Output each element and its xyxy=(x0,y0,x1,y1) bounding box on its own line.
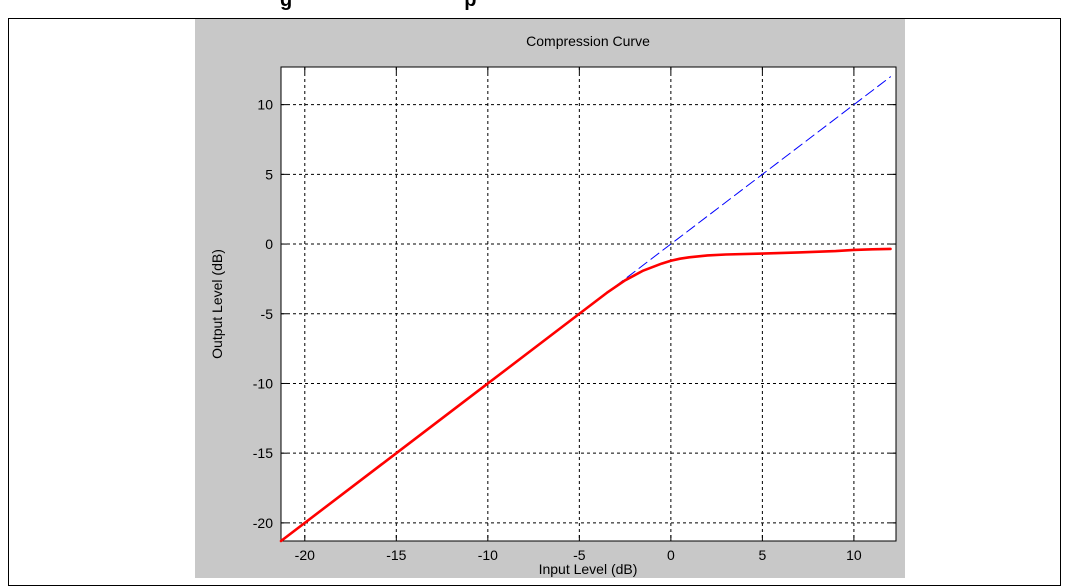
grid-lines xyxy=(281,67,896,541)
x-tick-label: 0 xyxy=(667,547,675,563)
x-axis-label: Input Level (dB) xyxy=(539,561,638,577)
x-tick-label: 5 xyxy=(758,547,766,563)
x-tick-label: -5 xyxy=(573,547,586,563)
y-tick-label: -5 xyxy=(261,306,274,322)
y-tick-label: -20 xyxy=(253,515,273,531)
page-heading-left: g xyxy=(280,0,293,11)
y-tick-label: 5 xyxy=(265,166,273,182)
x-tick-label: 10 xyxy=(846,547,862,563)
compression-curve-line xyxy=(279,247,892,543)
y-tick-label: 10 xyxy=(257,97,273,113)
y-tick-label: 0 xyxy=(265,236,273,252)
x-tick-label: -20 xyxy=(295,547,315,563)
y-tick-label: -10 xyxy=(253,375,273,391)
x-tick-label: -10 xyxy=(478,547,498,563)
chart-title: Compression Curve xyxy=(526,33,650,49)
ticks: -20 -15 -10 -5 0 5 10 -20 -15 -10 -5 0 5 10 xyxy=(253,67,896,563)
y-tick-label: -15 xyxy=(253,445,273,461)
x-tick-label: -15 xyxy=(386,547,406,563)
series xyxy=(279,76,892,543)
page-heading-right: p xyxy=(464,0,477,11)
y-axis-label: Output Level (dB) xyxy=(209,249,225,359)
figure-panel: -20 -15 -10 -5 0 5 10 -20 -15 -10 -5 0 5 10 Compressi… xyxy=(195,19,905,578)
compression-chart: -20 -15 -10 -5 0 5 10 -20 -15 -10 -5 0 5 10 Compressi… xyxy=(209,33,897,577)
